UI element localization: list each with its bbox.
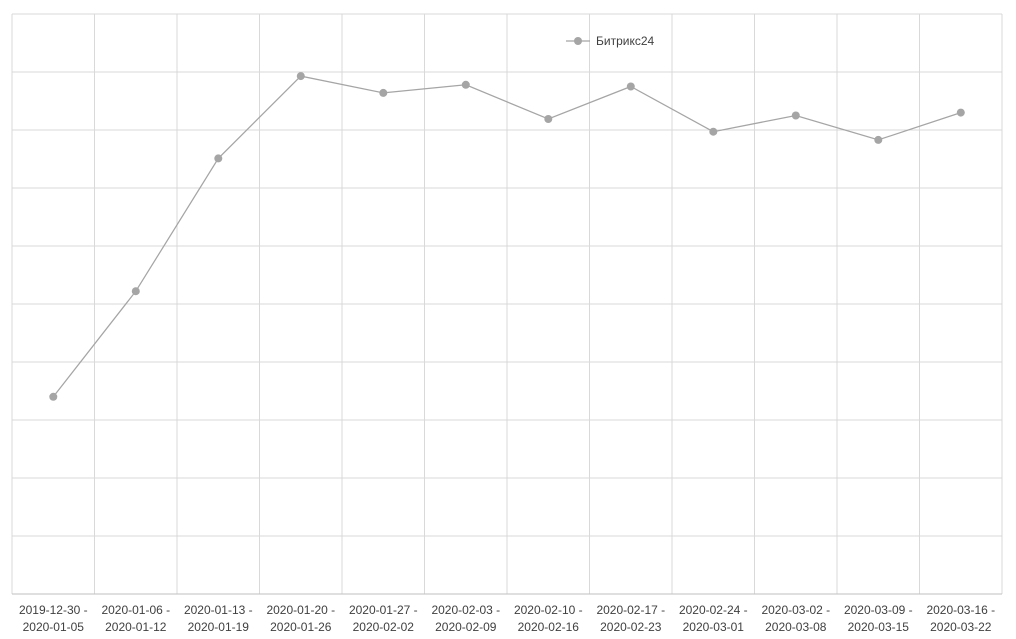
data-point [956, 108, 965, 117]
data-point [49, 392, 58, 401]
series-layer [49, 72, 965, 401]
x-tick-label: 2020-01-27 -2020-02-02 [349, 603, 418, 634]
x-tick-label: 2020-01-13 -2020-01-19 [184, 603, 253, 634]
x-tick-label: 2019-12-30 -2020-01-05 [19, 603, 88, 634]
data-point [874, 135, 883, 144]
data-point [214, 154, 223, 163]
x-tick-label: 2020-02-10 -2020-02-16 [514, 603, 583, 634]
legend: Битрикс24 [566, 34, 655, 48]
x-tick-label: 2020-03-02 -2020-03-08 [761, 603, 830, 634]
data-point [379, 88, 388, 97]
x-tick-label: 2020-02-03 -2020-02-09 [431, 603, 500, 634]
data-point [131, 287, 140, 296]
x-tick-label: 2020-02-24 -2020-03-01 [679, 603, 748, 634]
data-point [626, 82, 635, 91]
x-tick-label: 2020-03-16 -2020-03-22 [926, 603, 995, 634]
x-tick-label: 2020-01-20 -2020-01-26 [266, 603, 335, 634]
data-point [544, 115, 553, 123]
x-tick-labels: 2019-12-30 -2020-01-05 2020-01-06 -2020-0… [19, 603, 995, 634]
series-line [52, 75, 961, 398]
data-point [461, 80, 470, 89]
x-tick-label: 2020-03-09 -2020-03-15 [844, 603, 913, 634]
x-tick-label: 2020-01-06 -2020-01-12 [101, 603, 170, 634]
grid-lines [11, 13, 1003, 594]
data-point [296, 72, 305, 81]
data-point [709, 127, 718, 136]
data-point [791, 111, 800, 120]
legend-marker [574, 37, 582, 45]
legend-label: Битрикс24 [596, 34, 655, 48]
x-tick-label: 2020-02-17 -2020-02-23 [596, 603, 665, 634]
